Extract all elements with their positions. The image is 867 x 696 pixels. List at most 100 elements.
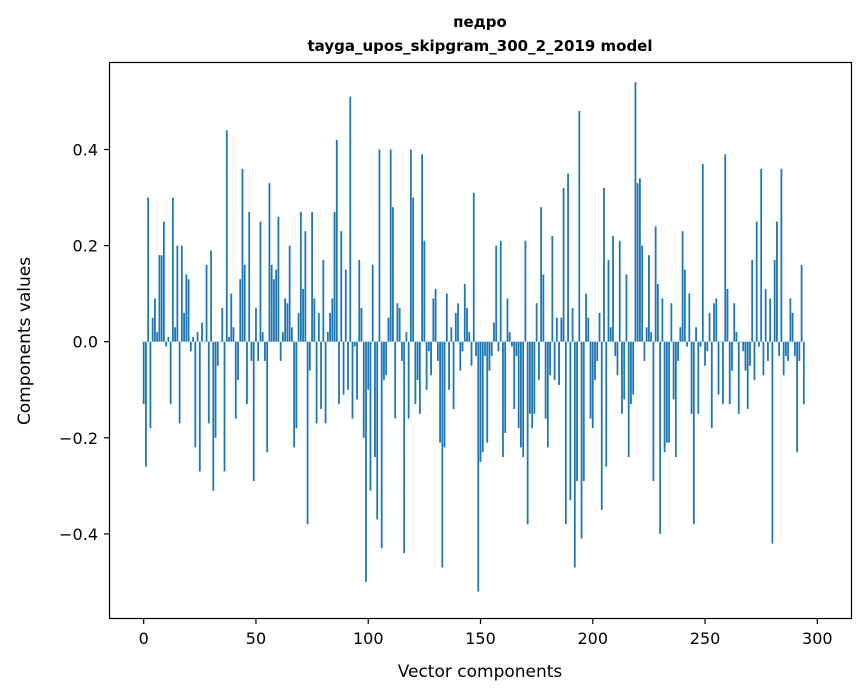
bar (645, 327, 648, 342)
bar (288, 245, 291, 342)
bar (180, 245, 183, 342)
bar (625, 274, 628, 342)
bar (308, 341, 311, 371)
bar (656, 284, 659, 342)
bar (219, 341, 221, 343)
bar (454, 312, 457, 342)
bar (683, 269, 686, 342)
bar (376, 341, 379, 520)
bar (760, 168, 763, 342)
y-axis-label: Components values (15, 257, 35, 425)
bar (648, 255, 650, 342)
bar (627, 341, 630, 458)
bar (567, 173, 569, 342)
bar (751, 260, 754, 342)
x-tick-label: 100 (353, 629, 384, 648)
chart-title: педро (453, 13, 507, 31)
bar (443, 341, 446, 448)
bar (409, 149, 412, 342)
x-axis-label: Vector components (398, 662, 563, 682)
bar (793, 341, 796, 357)
bar (580, 341, 583, 539)
bar (286, 303, 289, 342)
bar (365, 341, 367, 582)
bar (508, 332, 511, 342)
bar (452, 341, 455, 409)
bar (740, 341, 742, 343)
bar (192, 336, 194, 342)
bar (311, 211, 313, 342)
bar (427, 341, 430, 352)
bar (587, 317, 590, 342)
bar (551, 235, 554, 342)
bar (439, 341, 441, 443)
bar (630, 341, 632, 405)
bar (418, 341, 421, 414)
bar (558, 341, 560, 385)
bar (733, 303, 736, 342)
bar (279, 341, 282, 361)
bar (158, 255, 161, 342)
bar (767, 341, 769, 361)
bar (149, 341, 152, 429)
bar (198, 341, 201, 472)
x-tick-label: 0 (139, 629, 149, 648)
bar (392, 207, 394, 342)
bar (380, 341, 383, 549)
bar (758, 341, 760, 347)
bar (591, 341, 594, 429)
bar (405, 332, 408, 342)
bar (735, 332, 738, 342)
bar (349, 96, 352, 342)
bar (715, 298, 718, 342)
bar (618, 240, 621, 342)
x-tick-label: 50 (246, 629, 266, 648)
bar (607, 260, 610, 342)
bar (207, 341, 210, 424)
bar (387, 317, 390, 342)
bar (560, 317, 563, 342)
bar (499, 240, 502, 342)
bar (228, 336, 230, 342)
y-tick-label: 0.0 (73, 333, 98, 352)
bar (203, 341, 206, 343)
bar (434, 288, 437, 342)
bar (724, 154, 727, 342)
bar (421, 154, 424, 342)
x-axis-ticks: 0 50 100 150 200 250 300 (139, 618, 833, 648)
bar (407, 341, 410, 419)
bar (520, 341, 522, 448)
y-tick-label: 0.4 (73, 140, 98, 159)
bar (297, 312, 300, 342)
bar (255, 308, 257, 342)
bar (771, 341, 774, 544)
bar (537, 341, 540, 381)
bar (769, 298, 772, 342)
bar (167, 336, 170, 342)
bar (497, 341, 500, 352)
bar (486, 341, 489, 443)
bar (776, 221, 778, 342)
bar (576, 341, 578, 482)
bar (695, 327, 697, 342)
bar (681, 231, 684, 342)
bar (634, 82, 637, 342)
bar (614, 341, 617, 357)
bar (154, 298, 156, 342)
bar (472, 192, 475, 342)
bar (401, 341, 403, 361)
bar (371, 264, 374, 342)
bar (708, 312, 711, 342)
bar (223, 341, 226, 472)
bar (151, 317, 154, 342)
bar (232, 327, 235, 342)
bar (654, 226, 657, 342)
bar (542, 274, 545, 342)
bar (293, 341, 296, 448)
bar (340, 231, 343, 342)
bar (423, 240, 426, 342)
bar (162, 221, 165, 342)
bar (338, 341, 340, 405)
x-tick-label: 150 (465, 629, 496, 648)
